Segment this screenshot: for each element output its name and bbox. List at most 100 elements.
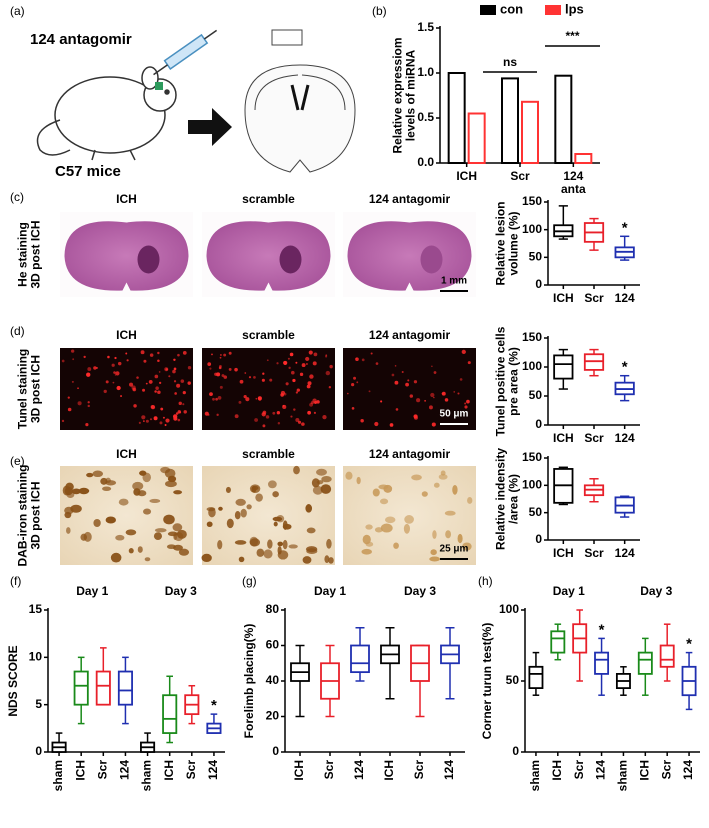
cell [282, 539, 288, 550]
image-bg [60, 348, 193, 430]
brain-slice [347, 221, 472, 291]
legend-swatch [545, 5, 561, 15]
cell [316, 468, 327, 476]
cell [114, 356, 117, 360]
image-bg [343, 348, 476, 430]
box [550, 630, 566, 654]
cell [394, 380, 399, 385]
cell [433, 396, 435, 399]
cell [322, 414, 327, 420]
cell [316, 400, 320, 404]
cell [125, 529, 137, 536]
cell [177, 418, 181, 422]
cell [306, 384, 311, 389]
cell [115, 534, 125, 541]
cell [257, 396, 262, 401]
cell [155, 386, 159, 390]
cell [86, 472, 94, 478]
x-tick-label: anta [561, 182, 586, 196]
cell [178, 548, 190, 556]
panel-label: (d) [10, 324, 25, 338]
cell [356, 476, 361, 485]
cell [70, 504, 82, 513]
cell [78, 487, 90, 495]
cell [462, 542, 472, 551]
cell [165, 480, 177, 488]
cell [413, 380, 418, 384]
y-tick-label: 5 [35, 697, 42, 711]
annotation: ns [503, 55, 517, 69]
cell [153, 416, 158, 421]
cell [143, 420, 145, 422]
cell [326, 538, 332, 549]
micrograph [60, 466, 193, 565]
cell [64, 486, 73, 496]
cell [288, 366, 291, 370]
cell [305, 504, 313, 513]
y-tick-label: 60 [266, 638, 280, 652]
cell [361, 548, 372, 555]
y-axis-label: Tunel positive cells [494, 326, 508, 436]
cell [262, 372, 265, 375]
cell [288, 544, 298, 549]
cell [353, 376, 357, 380]
stain-label: DAB-iron staining [16, 465, 30, 567]
column-title: 124 antagomir [369, 447, 451, 461]
cell [256, 548, 265, 557]
cell [93, 366, 97, 370]
cell [246, 504, 252, 510]
cell [276, 411, 281, 415]
x-tick-label: 124 [118, 760, 132, 780]
cell [154, 374, 159, 379]
cell [384, 516, 396, 524]
cell [268, 480, 277, 489]
cell [445, 530, 452, 539]
cell [253, 376, 256, 379]
cell [287, 357, 290, 360]
cell [148, 380, 153, 384]
cell [309, 374, 314, 379]
brain-section [244, 29, 356, 173]
x-tick-label: ICH [553, 546, 574, 560]
cell [83, 355, 86, 359]
cell [154, 390, 157, 393]
cell [117, 361, 122, 366]
cell [174, 392, 177, 395]
cell [467, 497, 473, 504]
panel-label: (b) [372, 4, 387, 18]
annotation: * [686, 636, 692, 653]
cell [173, 532, 178, 541]
cell [424, 399, 426, 402]
cell [66, 527, 71, 534]
cell [220, 354, 222, 356]
micrograph [343, 212, 476, 297]
cell [219, 385, 223, 389]
cell [391, 373, 395, 377]
column-title: 124 antagomir [369, 328, 451, 342]
y-tick-label: 100 [522, 359, 542, 373]
box [117, 670, 133, 706]
cell [126, 359, 129, 362]
cell [269, 378, 273, 382]
cell [115, 371, 120, 376]
cell [216, 413, 219, 417]
y-tick-label: 150 [522, 330, 542, 344]
cell [217, 539, 223, 550]
cell [325, 370, 331, 376]
cell [428, 405, 433, 410]
stain-label: He staining [16, 222, 30, 287]
cell [276, 362, 279, 365]
lesion [279, 245, 302, 274]
y-axis-label: Relative indensity [494, 448, 508, 550]
cell [457, 392, 460, 395]
cell [211, 353, 213, 356]
cell [64, 511, 72, 519]
cell [312, 361, 317, 366]
x-tick-label: Scr [510, 169, 530, 183]
y-tick-label: 0 [535, 417, 542, 431]
cell [306, 527, 316, 534]
x-tick-label: 124 [615, 546, 635, 560]
cell [438, 474, 448, 480]
cell [153, 532, 162, 541]
x-tick-label: Scr [584, 431, 604, 445]
